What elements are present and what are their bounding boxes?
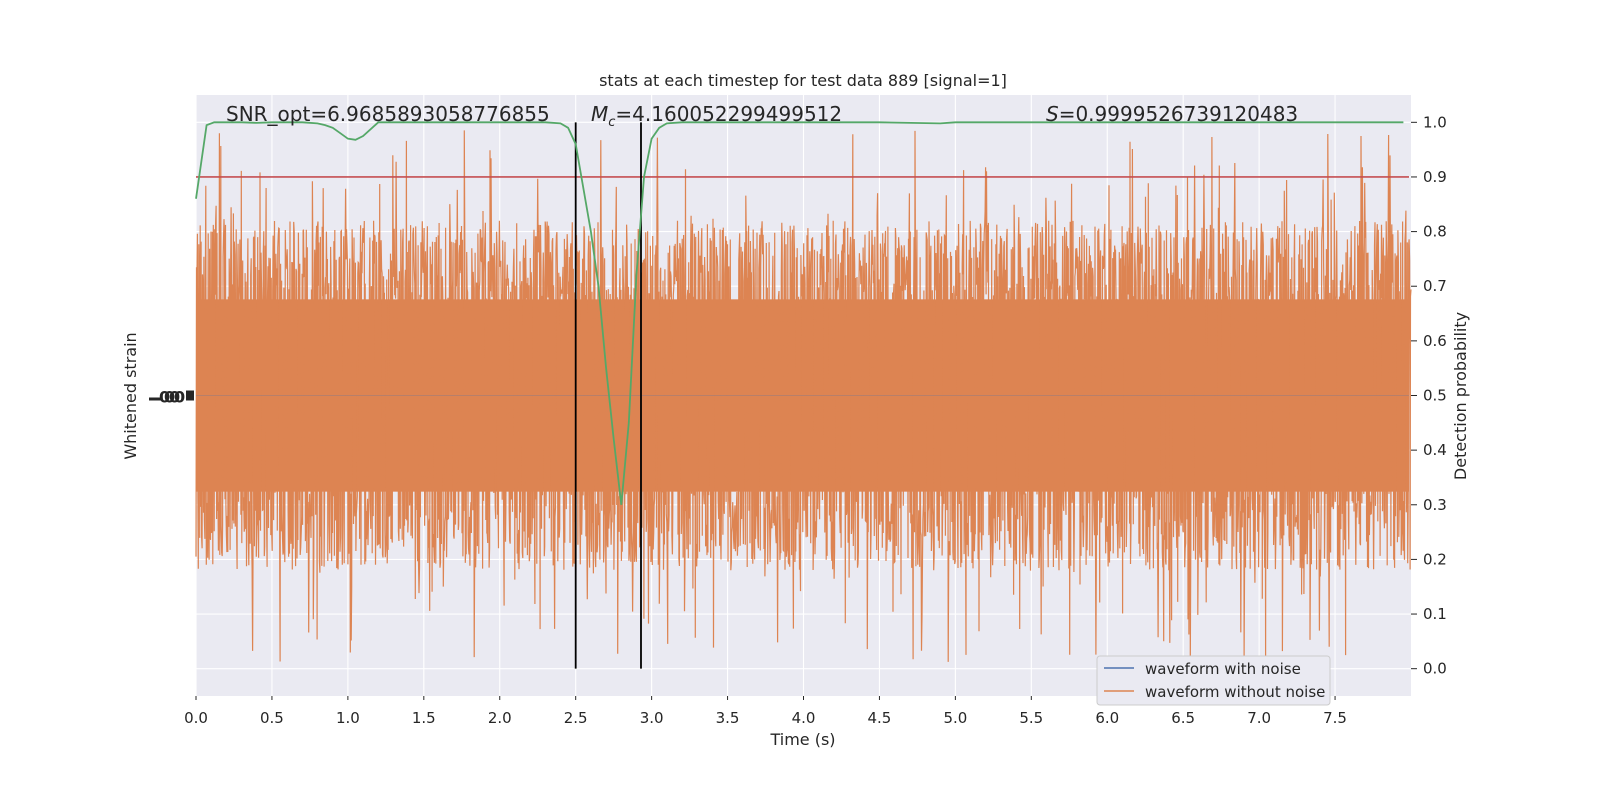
x-tick-label-2: 1.0 [336, 709, 360, 727]
detection-probability-series [195, 121, 1404, 505]
left-tick-clutter-glyph-0: 0 [159, 388, 170, 407]
x-tick-label-12: 6.0 [1095, 709, 1119, 727]
s-value: =0.9999526739120483 [1059, 102, 1298, 126]
y-right-tick-label-10: 1.0 [1423, 113, 1447, 131]
chirp-mass-value: =4.160052299499512 [615, 102, 842, 126]
x-tick-label-10: 5.0 [943, 709, 967, 727]
waveform-without-noise-line [195, 130, 1412, 662]
y-right-tick-label-7: 0.7 [1423, 277, 1447, 295]
left-tick-clutter-glyph-3: 0 [174, 388, 185, 407]
y-right-tick-label-1: 0.1 [1423, 605, 1447, 623]
detection-probability-line [195, 121, 1404, 505]
left-tick-clutter-bar [149, 397, 161, 401]
chirp-mass-symbol: M [591, 102, 608, 126]
chirp-mass-subscript: c [608, 115, 615, 130]
chart-title: stats at each timestep for test data 889… [599, 71, 1007, 90]
x-tick-label-7: 3.5 [716, 709, 740, 727]
y-right-tick-label-3: 0.3 [1423, 496, 1447, 514]
y-axis-right-label: Detection probability [1451, 312, 1470, 480]
x-tick-label-0: 0.0 [184, 709, 208, 727]
y-right-tick-labels: 0.0 0.1 0.2 0.3 0.4 0.5 0.6 0.7 0.8 0.9 1.0 [1411, 113, 1447, 678]
x-tick-label-6: 3.0 [640, 709, 664, 727]
strain-series [195, 130, 1412, 662]
legend-label-without-noise: waveform without noise [1145, 683, 1325, 701]
x-tick-label-14: 7.0 [1247, 709, 1271, 727]
x-tick-label-4: 2.0 [488, 709, 512, 727]
x-tick-label-13: 6.5 [1171, 709, 1195, 727]
legend-label-with-noise: waveform with noise [1145, 660, 1301, 678]
y-right-tick-label-9: 0.9 [1423, 168, 1447, 186]
chirp-mass-annotation: Mc=4.160052299499512 [591, 102, 842, 130]
y-axis-left-label: Whitened strain [121, 332, 140, 459]
left-tick-clutter-glyph-2: 0 [169, 388, 180, 407]
y-right-tick-label-0: 0.0 [1423, 660, 1447, 678]
x-tick-label-11: 5.5 [1019, 709, 1043, 727]
x-tick-label-8: 4.0 [792, 709, 816, 727]
y-right-tick-label-5: 0.5 [1423, 387, 1447, 405]
y-right-tick-label-4: 0.4 [1423, 441, 1447, 459]
x-tick-label-5: 2.5 [564, 709, 588, 727]
left-tick-clutter-glyph-1: 0 [164, 388, 175, 407]
x-tick-label-9: 4.5 [868, 709, 892, 727]
x-tick-labels: 0.0 0.5 1.0 1.5 2.0 2.5 3.0 3.5 4.0 4.5 5.0 5.5 6.0 6… [184, 696, 1347, 727]
y-right-tick-label-2: 0.2 [1423, 550, 1447, 568]
snr-annotation: SNR_opt=6.9685893058776855 [226, 102, 550, 126]
s-annotation: S=0.9999526739120483 [1046, 102, 1298, 126]
s-symbol: S [1046, 102, 1059, 126]
x-tick-label-15: 7.5 [1323, 709, 1347, 727]
y-right-tick-label-6: 0.6 [1423, 332, 1447, 350]
left-tick-clutter-block [186, 390, 194, 401]
x-tick-label-3: 1.5 [412, 709, 436, 727]
legend: waveform with noise waveform without noi… [1096, 655, 1331, 706]
y-right-tick-label-8: 0.8 [1423, 223, 1447, 241]
legend-box [1096, 655, 1331, 706]
x-tick-label-1: 0.5 [260, 709, 284, 727]
x-axis-label: Time (s) [769, 730, 835, 749]
